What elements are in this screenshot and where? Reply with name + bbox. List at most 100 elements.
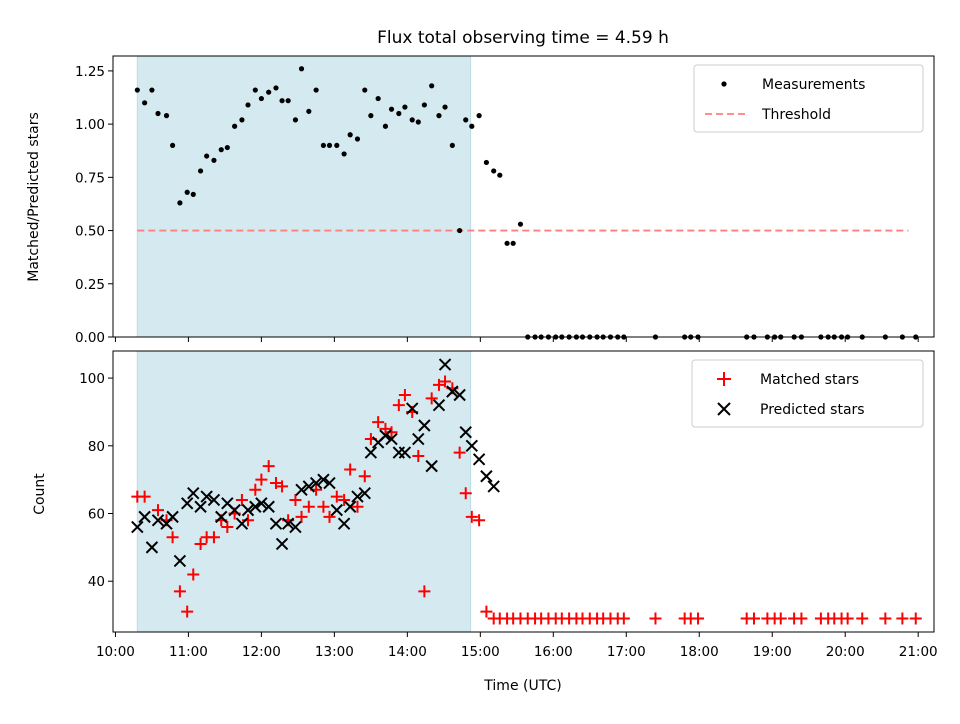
matched-star-point: [358, 470, 371, 483]
predicted-star-point: [131, 520, 144, 534]
predicted-star-point: [487, 480, 500, 493]
measurement-point: [483, 159, 490, 166]
measurement-point: [320, 142, 327, 149]
matched-star-point: [480, 605, 493, 618]
measurement-point: [177, 200, 183, 206]
measurement-point: [449, 142, 455, 149]
predicted-stars-points: [131, 358, 500, 568]
measurement-point: [190, 191, 196, 197]
predicted-star-point: [385, 432, 398, 446]
ratio-legend-box: [693, 64, 924, 133]
measurement-point: [388, 106, 395, 112]
observing-window-shade: [136, 55, 472, 338]
measurement-point: [224, 144, 230, 151]
predicted-star-point: [337, 517, 351, 530]
ratio-legend: Measurements Threshold: [693, 64, 924, 133]
matched-star-point: [909, 612, 922, 625]
predicted-star-point: [151, 514, 165, 527]
measurement-point: [442, 104, 448, 110]
matched-star-point: [774, 612, 787, 625]
matched-star-point: [289, 493, 302, 506]
predicted-star-point: [173, 554, 187, 568]
measurement-point: [375, 95, 381, 102]
matched-star-point: [465, 510, 478, 523]
x-tick-label: 16:00: [534, 644, 573, 660]
x-tick-label: 10:00: [96, 644, 135, 660]
ratio-y-ticks: 0.00 0.25 0.50 0.75 1.00 1.25: [75, 64, 113, 346]
measurement-point: [218, 147, 224, 153]
measurement-point: [326, 142, 333, 149]
measurement-point: [258, 95, 264, 102]
measurement-point: [476, 113, 482, 119]
measurement-point: [169, 142, 176, 149]
y-tick-label: 1.00: [75, 117, 105, 133]
measurement-point: [239, 117, 245, 123]
x-tick-label: 21:00: [899, 644, 938, 660]
measurement-point: [354, 136, 361, 142]
matched-star-point: [138, 490, 151, 503]
measurement-point: [429, 83, 435, 89]
predicted-star-point: [269, 517, 283, 530]
predicted-star-point: [235, 517, 249, 530]
matched-star-point: [453, 446, 466, 459]
predicted-star-point: [453, 388, 466, 402]
ratio-panel-frame: [112, 55, 935, 338]
predicted-star-point: [200, 490, 213, 503]
x-axis-label: Time (UTC): [483, 678, 561, 694]
legend-matched-marker: [717, 372, 731, 386]
measurement-point: [436, 113, 442, 119]
count-panel-frame: [112, 350, 935, 633]
predicted-star-point: [351, 490, 364, 503]
matched-star-point: [473, 514, 486, 527]
predicted-star-point: [138, 510, 151, 524]
y-tick-label: 60: [88, 507, 105, 523]
matched-star-point: [317, 500, 330, 513]
matched-star-point: [432, 378, 445, 391]
predicted-star-point: [302, 480, 316, 493]
measurement-point: [313, 87, 319, 93]
x-tick-label: 15:00: [461, 644, 500, 660]
predicted-star-point: [406, 402, 419, 415]
matched-star-point: [425, 392, 438, 405]
predicted-star-point: [166, 510, 179, 524]
predicted-star-point: [262, 500, 275, 513]
measurement-point: [510, 240, 516, 246]
measurement-point: [396, 110, 402, 117]
count-y-axis-label: Count: [32, 473, 48, 515]
predicted-star-point: [343, 500, 357, 513]
measurement-point: [155, 110, 161, 117]
measurement-point: [382, 123, 389, 129]
matched-star-point: [692, 612, 705, 625]
predicted-star-point: [438, 358, 452, 371]
measurement-point: [504, 240, 510, 246]
predicted-star-point: [432, 398, 446, 412]
measurement-point: [197, 168, 204, 174]
predicted-star-point: [187, 486, 200, 500]
x-tick-label: 13:00: [315, 644, 354, 660]
ratio-y-axis-label: Matched/Predicted stars: [26, 112, 42, 282]
x-tick-label: 20:00: [826, 644, 865, 660]
predicted-star-point: [459, 426, 472, 439]
measurement-point: [142, 100, 148, 106]
measurement-point: [497, 172, 503, 178]
predicted-star-point: [180, 497, 194, 510]
predicted-star-point: [241, 503, 255, 517]
legend-matched-label: Matched stars: [760, 372, 859, 388]
measurement-point: [362, 87, 368, 93]
legend-predicted-label: Predicted stars: [760, 402, 865, 418]
measurement-point: [347, 132, 353, 138]
y-tick-label: 0.25: [75, 277, 105, 293]
measurement-point: [457, 227, 463, 234]
count-legend-box: [691, 359, 924, 428]
x-tick-label: 12:00: [242, 644, 281, 660]
matched-star-point: [338, 493, 351, 506]
matched-star-point: [152, 504, 165, 517]
predicted-star-point: [275, 537, 289, 551]
measurement-point: [421, 102, 427, 108]
measurement-point: [292, 117, 299, 123]
matched-star-point: [344, 463, 357, 476]
measurement-point: [252, 87, 258, 93]
predicted-star-point: [295, 483, 308, 497]
measurement-point: [266, 89, 272, 95]
